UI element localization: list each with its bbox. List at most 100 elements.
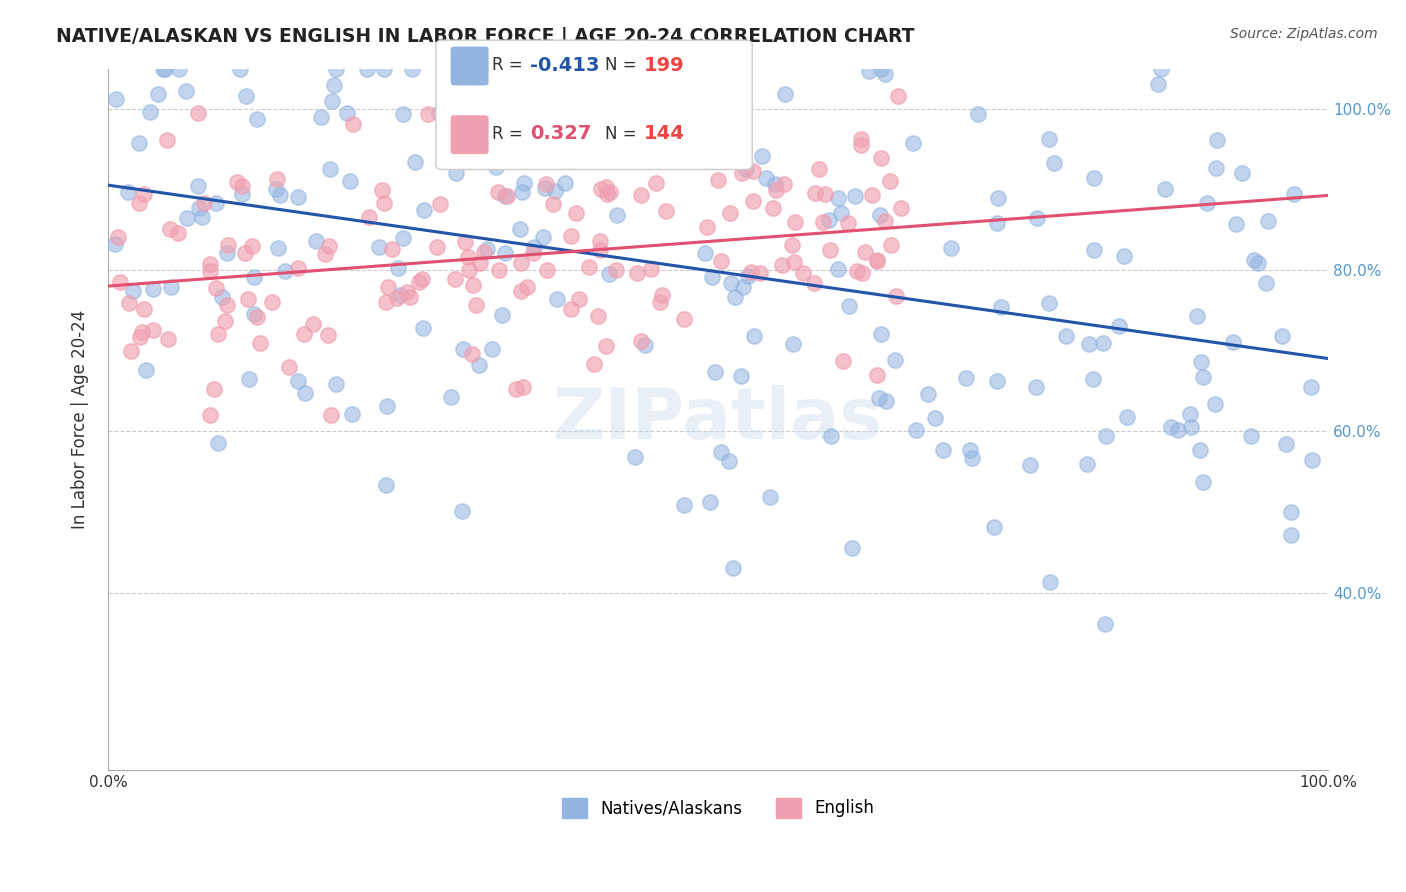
Point: [655, 204, 678, 219]
Point: [879, 174, 901, 188]
Text: 199: 199: [644, 55, 685, 75]
Point: [554, 176, 576, 190]
Point: [619, 101, 641, 115]
Point: [596, 187, 619, 202]
Point: [837, 216, 859, 230]
Point: [710, 444, 733, 458]
Point: [301, 317, 323, 331]
Point: [624, 450, 647, 464]
Point: [167, 62, 190, 76]
Point: [858, 64, 880, 78]
Point: [325, 62, 347, 76]
Point: [207, 436, 229, 450]
Point: [381, 242, 404, 256]
Point: [820, 244, 842, 258]
Text: R =: R =: [492, 125, 533, 143]
Point: [408, 275, 430, 289]
Point: [1153, 182, 1175, 196]
Point: [131, 325, 153, 339]
Point: [188, 202, 211, 216]
Text: 144: 144: [644, 124, 685, 144]
Point: [243, 269, 266, 284]
Point: [1116, 410, 1139, 425]
Point: [702, 269, 724, 284]
Point: [373, 62, 395, 76]
Point: [440, 391, 463, 405]
Point: [721, 561, 744, 575]
Point: [318, 239, 340, 253]
Point: [1185, 310, 1208, 324]
Point: [1112, 249, 1135, 263]
Point: [228, 62, 250, 76]
Point: [1039, 574, 1062, 589]
Point: [1026, 211, 1049, 225]
Point: [267, 241, 290, 255]
Point: [880, 237, 903, 252]
Point: [509, 256, 531, 270]
Point: [321, 94, 343, 108]
Point: [775, 87, 797, 101]
Point: [751, 149, 773, 163]
Point: [174, 84, 197, 98]
Point: [703, 366, 725, 380]
Point: [155, 133, 177, 147]
Point: [890, 201, 912, 215]
Text: R =: R =: [492, 56, 529, 74]
Y-axis label: In Labor Force | Age 20-24: In Labor Force | Age 20-24: [72, 310, 89, 529]
Point: [198, 264, 221, 278]
Point: [235, 88, 257, 103]
Point: [860, 188, 883, 202]
Point: [536, 263, 558, 277]
Point: [734, 162, 756, 177]
Point: [595, 180, 617, 194]
Point: [357, 210, 380, 224]
Point: [105, 91, 128, 105]
Point: [851, 132, 873, 146]
Point: [599, 185, 621, 199]
Point: [718, 206, 741, 220]
Point: [1195, 196, 1218, 211]
Point: [107, 230, 129, 244]
Point: [128, 136, 150, 151]
Point: [135, 362, 157, 376]
Legend: Natives/Alaskans, English: Natives/Alaskans, English: [555, 791, 880, 825]
Point: [578, 260, 600, 274]
Point: [1232, 166, 1254, 180]
Point: [200, 409, 222, 423]
Text: N =: N =: [605, 56, 641, 74]
Point: [875, 213, 897, 227]
Point: [226, 175, 249, 189]
Point: [340, 408, 363, 422]
Point: [932, 442, 955, 457]
Point: [486, 185, 509, 199]
Point: [1054, 328, 1077, 343]
Point: [1147, 77, 1170, 91]
Point: [453, 343, 475, 357]
Point: [1240, 429, 1263, 443]
Point: [765, 183, 787, 197]
Point: [541, 197, 564, 211]
Point: [544, 185, 567, 199]
Point: [314, 247, 336, 261]
Point: [820, 429, 842, 443]
Point: [986, 216, 1008, 230]
Point: [695, 246, 717, 260]
Point: [780, 238, 803, 252]
Point: [1180, 420, 1202, 434]
Point: [202, 382, 225, 396]
Point: [395, 285, 418, 299]
Point: [309, 110, 332, 124]
Point: [509, 284, 531, 298]
Point: [477, 242, 499, 256]
Point: [959, 442, 981, 457]
Point: [818, 213, 841, 227]
Point: [319, 161, 342, 176]
Point: [401, 62, 423, 76]
Point: [1018, 458, 1040, 472]
Point: [139, 104, 162, 119]
Point: [211, 290, 233, 304]
Point: [534, 177, 557, 191]
Point: [737, 268, 759, 283]
Point: [1191, 370, 1213, 384]
Point: [630, 334, 652, 349]
